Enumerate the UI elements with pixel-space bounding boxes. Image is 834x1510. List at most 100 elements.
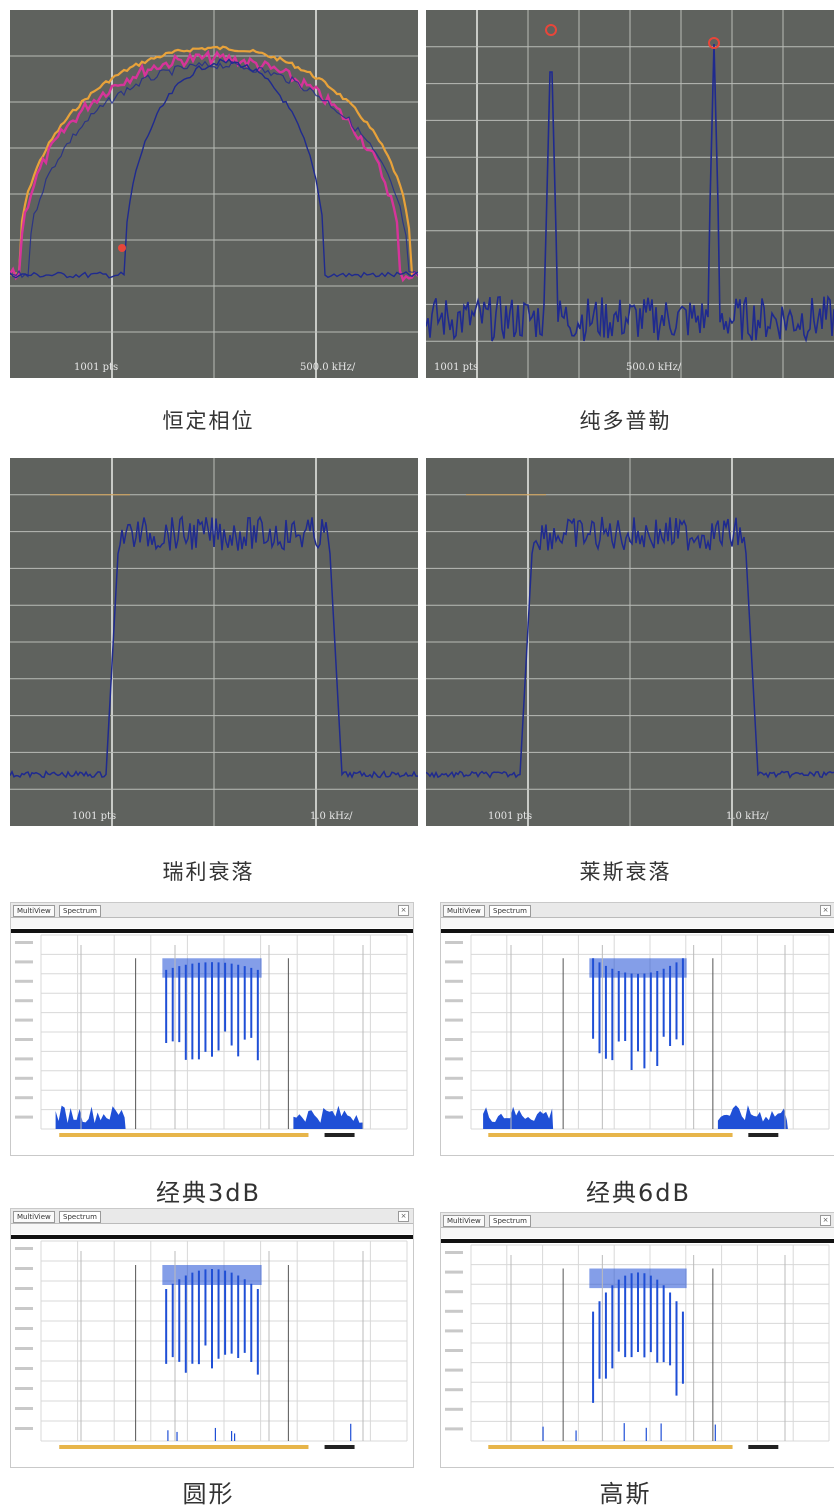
tab-multiview[interactable]: MultiView <box>13 1211 55 1223</box>
caption-circular: 圆形 <box>182 1480 235 1508</box>
y-tick-label <box>15 1115 33 1119</box>
axis-label-span: 500.0 kHz/ <box>300 362 356 373</box>
title-bar <box>11 929 413 933</box>
y-tick-label <box>445 1251 463 1254</box>
side-lobe <box>483 1106 554 1129</box>
y-tick-label <box>15 1407 33 1410</box>
y-tick-label <box>445 941 463 944</box>
axis-label-points: 1001 pts <box>74 362 119 373</box>
y-tick-label <box>15 1347 33 1350</box>
axis-label-points: 1001 pts <box>72 811 117 822</box>
axis-label-points: 1001 pts <box>488 811 533 822</box>
caption-rayleigh-fading: 瑞利衰落 <box>162 860 255 884</box>
tab-bar: MultiView Spectrum × <box>11 903 413 918</box>
caption-classic-6db: 经典6dB <box>586 1179 691 1207</box>
y-tick-label <box>15 979 33 983</box>
tab-multiview[interactable]: MultiView <box>443 905 485 917</box>
y-tick-label <box>15 1287 33 1290</box>
chart-rayleigh-fading: 1001 pts 1.0 kHz/ <box>10 458 418 826</box>
y-tick-label <box>15 960 33 964</box>
y-tick-label <box>445 1407 463 1411</box>
title-bar <box>11 1235 413 1239</box>
chart-classic-3db: MultiView Spectrum × <box>10 902 414 1156</box>
gaussian-plot <box>445 1244 830 1449</box>
axis-label-points: 1001 pts <box>434 362 479 373</box>
axis-label-span: 1.0 kHz/ <box>310 811 353 822</box>
y-tick-label <box>15 1267 33 1270</box>
y-tick-label <box>445 1038 463 1041</box>
axis-label-span: 500.0 kHz/ <box>626 362 682 373</box>
caption-classic-3db: 经典3dB <box>156 1179 261 1207</box>
trace-blue <box>10 60 418 279</box>
classic-6db-plot <box>445 934 830 1137</box>
progress-bar <box>488 1133 733 1137</box>
y-tick-label <box>445 999 463 1003</box>
side-lobe <box>293 1105 364 1129</box>
spectrum-cap <box>589 1268 687 1289</box>
chart-constant-phase: 1001 pts 500.0 kHz/ <box>10 10 418 378</box>
y-tick-label <box>15 1057 33 1061</box>
caption-pure-doppler: 纯多普勒 <box>579 409 672 433</box>
tab-spectrum[interactable]: Spectrum <box>489 1215 531 1227</box>
y-tick-label <box>445 1368 463 1372</box>
y-tick-label <box>445 979 463 983</box>
progress-bar <box>59 1445 309 1449</box>
progress-bar <box>488 1445 733 1449</box>
y-tick-label <box>15 1018 33 1022</box>
close-icon[interactable]: × <box>820 1215 831 1226</box>
settings-bar <box>441 1228 834 1238</box>
close-icon[interactable]: × <box>398 1211 409 1222</box>
y-tick-label <box>15 1076 33 1080</box>
tab-multiview[interactable]: MultiView <box>443 1215 485 1227</box>
marker-point <box>118 244 126 252</box>
tab-multiview[interactable]: MultiView <box>13 905 55 917</box>
y-tick-label <box>445 1115 463 1119</box>
rayleigh-fading-plot <box>10 458 418 826</box>
y-tick-label <box>445 1018 463 1022</box>
y-tick-label <box>445 1427 463 1431</box>
tab-bar: MultiView Spectrum × <box>11 1209 413 1224</box>
spectrum-cap <box>162 958 262 978</box>
y-tick-label <box>445 1096 463 1100</box>
marker-2 <box>708 37 720 49</box>
chart-gaussian: MultiView Spectrum × <box>440 1212 834 1468</box>
y-tick-label <box>445 1329 463 1333</box>
spectrum-cap <box>589 958 687 978</box>
y-tick-label <box>15 1096 33 1100</box>
chart-circular: MultiView Spectrum × <box>10 1208 414 1468</box>
rician-fading-plot <box>426 458 834 826</box>
progress-bar <box>59 1133 309 1137</box>
legend-swatch <box>748 1445 779 1449</box>
y-tick-label <box>445 1270 463 1274</box>
y-tick-label <box>15 1427 33 1430</box>
tab-bar: MultiView Spectrum × <box>441 903 834 918</box>
title-bar <box>441 1239 834 1243</box>
tab-spectrum[interactable]: Spectrum <box>59 905 101 917</box>
legend-swatch <box>748 1133 779 1137</box>
close-icon[interactable]: × <box>820 905 831 916</box>
tab-spectrum[interactable]: Spectrum <box>59 1211 101 1223</box>
caption-rician-fading: 莱斯衰落 <box>579 860 672 884</box>
trace-orange <box>10 45 418 277</box>
side-lobe <box>717 1105 788 1129</box>
y-tick-label <box>445 1076 463 1080</box>
y-tick-label <box>15 1247 33 1250</box>
y-tick-label <box>445 1388 463 1392</box>
constant-phase-plot <box>10 10 418 378</box>
settings-bar <box>11 918 413 928</box>
y-tick-label <box>15 1367 33 1370</box>
trace-spectrum <box>10 515 418 779</box>
y-tick-label <box>445 1057 463 1061</box>
close-icon[interactable]: × <box>398 905 409 916</box>
spectrum-cap <box>162 1265 262 1285</box>
pure-doppler-plot <box>426 10 834 378</box>
chart-pure-doppler: 1001 pts 500.0 kHz/ <box>426 10 834 378</box>
tab-spectrum[interactable]: Spectrum <box>489 905 531 917</box>
settings-bar <box>441 918 834 928</box>
chart-classic-6db: MultiView Spectrum × <box>440 902 834 1156</box>
y-tick-label <box>445 960 463 964</box>
y-tick-label <box>15 1387 33 1390</box>
axis-label-span: 1.0 kHz/ <box>726 811 769 822</box>
y-tick-label <box>15 1038 33 1041</box>
side-lobe <box>55 1105 126 1129</box>
